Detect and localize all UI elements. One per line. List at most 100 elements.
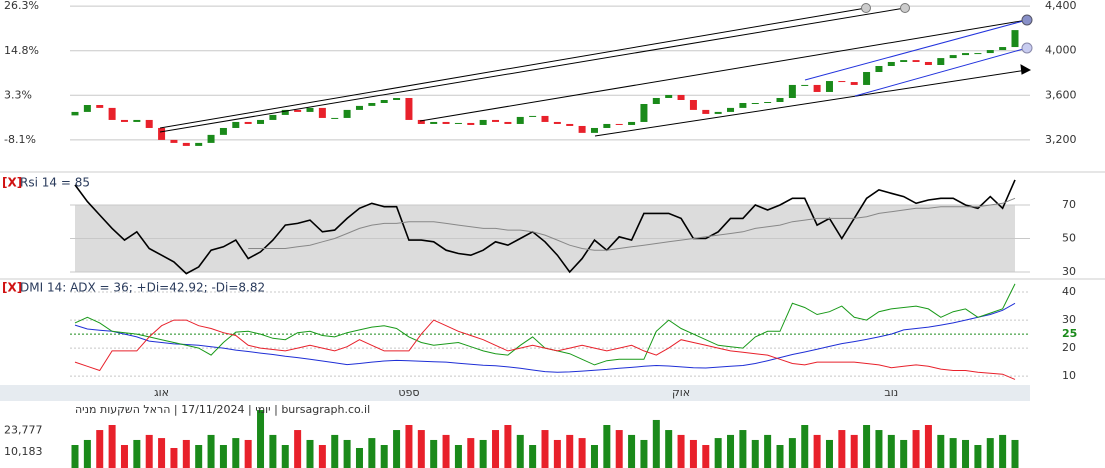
volume-bar xyxy=(714,438,722,468)
candle xyxy=(962,53,970,56)
candle xyxy=(170,139,178,143)
handle xyxy=(861,3,871,13)
volume-bar xyxy=(788,438,796,468)
candle xyxy=(318,107,326,118)
candle xyxy=(937,58,945,65)
trend-lines xyxy=(159,3,1033,137)
volume-bar xyxy=(615,430,623,468)
volume-bar xyxy=(430,439,438,468)
volume-bar xyxy=(949,438,957,468)
trend-line xyxy=(854,47,1028,97)
volume-bar xyxy=(863,425,871,468)
candle xyxy=(71,111,79,116)
candle xyxy=(430,121,438,124)
candle xyxy=(714,111,722,114)
volume-bar xyxy=(652,419,660,468)
volume-bar xyxy=(281,445,289,468)
candle xyxy=(578,125,586,133)
volume-bar xyxy=(83,439,91,468)
trend-line xyxy=(594,69,1028,137)
candle xyxy=(553,121,561,124)
x-tick-label: נוב xyxy=(884,386,898,399)
close-button[interactable]: [X] xyxy=(2,176,22,190)
candle xyxy=(120,119,128,122)
candle xyxy=(232,121,240,128)
panel-title: Rsi 14 = 85 xyxy=(20,176,90,190)
y-tick-label: 10 xyxy=(1062,369,1076,382)
volume-bar xyxy=(578,438,586,468)
volume-bar xyxy=(677,434,685,468)
volume-bar xyxy=(170,447,178,468)
volume-bar xyxy=(689,439,697,468)
volume-bar xyxy=(467,438,475,468)
series-line xyxy=(74,179,1016,275)
volume-bar xyxy=(875,430,883,468)
candle xyxy=(541,115,549,122)
candle xyxy=(281,109,289,115)
candle xyxy=(665,94,673,98)
volume-bar xyxy=(108,425,116,468)
candle xyxy=(727,107,735,112)
x-tick-label: אוג xyxy=(154,386,169,399)
y-tick-label: 3,200 xyxy=(1045,133,1077,146)
volume-bar xyxy=(850,434,858,468)
candle xyxy=(640,104,648,122)
volume-bar xyxy=(133,439,141,468)
candle xyxy=(257,119,265,124)
candle xyxy=(108,107,116,120)
volume-bar xyxy=(924,425,932,468)
candle xyxy=(924,61,932,65)
volume-bar xyxy=(887,434,895,468)
candle xyxy=(813,84,821,92)
volume-bar xyxy=(566,434,574,468)
volume-bar xyxy=(343,439,351,468)
volume-bar xyxy=(306,439,314,468)
candle xyxy=(974,53,982,55)
y-tick-label: 25 xyxy=(1062,327,1077,340)
candle xyxy=(269,114,277,120)
volume-bar xyxy=(912,430,920,468)
volume-bar xyxy=(776,445,784,468)
volume-bar xyxy=(838,430,846,468)
y-tick-label: 3,600 xyxy=(1045,88,1077,101)
candle xyxy=(776,97,784,102)
candle xyxy=(182,142,190,146)
y-tick-label: 30 xyxy=(1062,313,1076,326)
candle xyxy=(529,115,537,117)
candle xyxy=(244,121,252,124)
candle xyxy=(652,97,660,105)
volume-bar xyxy=(751,439,759,468)
y-tick-label: 50 xyxy=(1062,231,1076,244)
y-tick-label: 3.3% xyxy=(4,89,32,102)
arrow-head xyxy=(1020,64,1032,75)
volume-bar xyxy=(727,434,735,468)
volume-bar xyxy=(529,445,537,468)
candle xyxy=(887,61,895,66)
close-button[interactable]: [X] xyxy=(2,281,22,295)
candle xyxy=(912,60,920,62)
candle xyxy=(615,123,623,125)
trend-line xyxy=(159,7,906,133)
candle xyxy=(739,103,747,108)
volume-bar xyxy=(355,447,363,468)
candle xyxy=(454,122,462,124)
volume-bar xyxy=(962,439,970,468)
volume-bar xyxy=(158,438,166,468)
candle xyxy=(949,55,957,59)
candle xyxy=(492,119,500,122)
candle xyxy=(850,82,858,85)
candle xyxy=(405,97,413,120)
candle xyxy=(801,84,809,86)
candle xyxy=(999,47,1007,51)
panel-title: DMI 14: ADX = 36; +Di=42.92; -Di=8.82 xyxy=(20,281,265,295)
y-tick-label: 23,777 xyxy=(4,424,43,437)
volume-bar xyxy=(120,445,128,468)
volume-bar xyxy=(207,434,215,468)
candle xyxy=(442,121,450,124)
candle xyxy=(417,119,425,124)
candle xyxy=(516,116,524,124)
volume-bar xyxy=(665,430,673,468)
volume-bar xyxy=(182,439,190,468)
candle xyxy=(393,97,401,100)
